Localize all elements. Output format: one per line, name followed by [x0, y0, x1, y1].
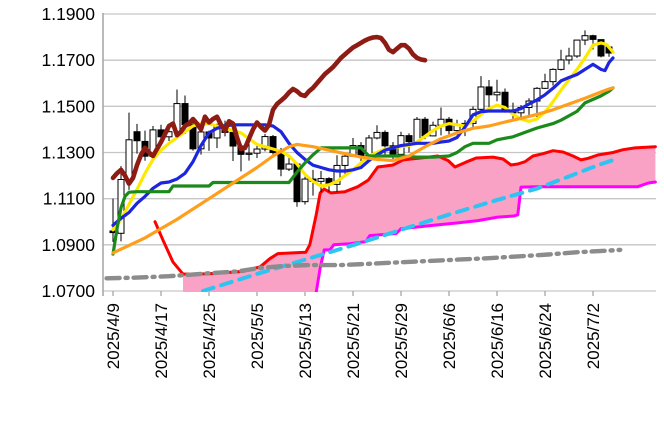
x-axis-label: 2025/4/17	[152, 303, 171, 379]
candle-down	[405, 135, 413, 143]
x-axis-label: 2025/7/2	[584, 303, 603, 369]
candle-down	[269, 136, 277, 153]
candle-up	[573, 39, 581, 57]
candle-up	[285, 163, 293, 170]
cloud-bottom-line	[314, 180, 657, 292]
candle-up	[373, 131, 381, 139]
x-axis-label: 2025/6/16	[488, 303, 507, 379]
candle-down	[381, 131, 389, 147]
x-axis-label: 2025/5/21	[344, 303, 363, 379]
x-axis-label: 2025/5/29	[392, 303, 411, 379]
y-axis-label: 1.0700	[41, 281, 95, 301]
candle-up	[261, 136, 269, 150]
x-axis-labels: 2025/4/9 2025/4/17 2025/4/25 2025/5/5 2025/5…	[104, 303, 603, 379]
candle-up	[301, 178, 309, 203]
candle-up	[581, 35, 589, 41]
candle-down	[181, 103, 189, 126]
candle-up	[253, 148, 261, 154]
candle-down	[597, 39, 605, 57]
candle-down	[277, 152, 285, 170]
candle-up	[245, 152, 253, 155]
cloud-fill	[183, 146, 656, 292]
candle-up	[317, 178, 325, 182]
candle-up	[565, 55, 573, 61]
y-axis-labels: 1.1900 1.1700 1.1500 1.1300 1.1100 1.0900 1.07…	[41, 4, 95, 301]
candle-up	[541, 81, 549, 89]
candle-up	[125, 139, 133, 181]
x-axis-label: 2025/4/9	[104, 303, 123, 369]
trend-dashed-cyan	[201, 157, 617, 292]
ma-long-orange	[111, 86, 615, 255]
y-axis-label: 1.1700	[41, 50, 95, 70]
candles	[109, 30, 613, 242]
candle-up	[549, 68, 557, 83]
y-axis-label: 1.1300	[41, 143, 95, 163]
x-axis-label: 2025/5/13	[296, 303, 315, 379]
x-axis-label: 2025/6/6	[440, 303, 459, 369]
x-axis-label: 2025/6/24	[536, 303, 555, 379]
candle-up	[557, 59, 565, 70]
candle-down	[485, 86, 493, 96]
candle-down	[589, 35, 597, 40]
candle-up	[413, 118, 421, 143]
y-axis-label: 1.1500	[41, 96, 95, 116]
y-axis-label: 1.0900	[41, 235, 95, 255]
y-axis-label: 1.1100	[43, 189, 95, 209]
lagging-span-darkred	[110, 34, 428, 186]
plot-area	[104, 30, 657, 292]
candle-down	[133, 131, 141, 142]
ma-mid-blue	[111, 56, 615, 227]
y-axis-label: 1.1900	[41, 4, 95, 24]
candle-up	[341, 155, 349, 166]
ma-longest-gray-dashdot	[104, 247, 623, 281]
candle-up	[333, 164, 341, 185]
candle-up	[477, 86, 485, 110]
candle-up	[493, 91, 501, 96]
x-axis-label: 2025/4/25	[200, 303, 219, 379]
x-axis-label: 2025/5/5	[248, 303, 267, 369]
